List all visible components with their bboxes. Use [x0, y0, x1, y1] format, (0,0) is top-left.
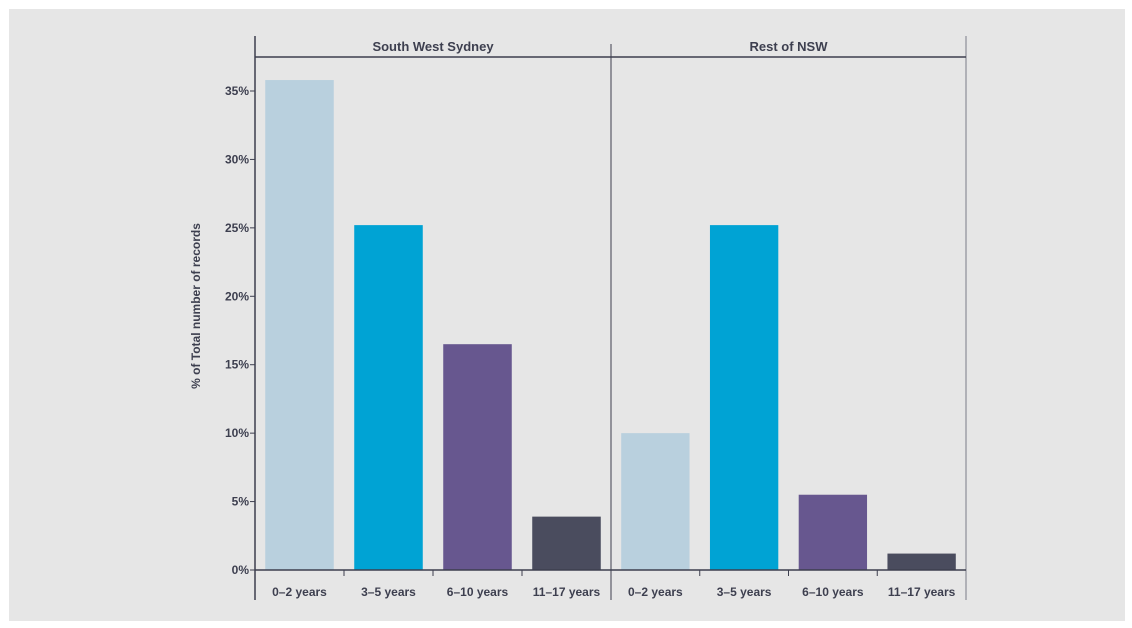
- x-category-label: 3–5 years: [361, 585, 416, 599]
- panel-title: Rest of NSW: [750, 39, 829, 54]
- bar: [887, 553, 956, 570]
- y-tick-label: 25%: [225, 221, 249, 235]
- bar: [798, 494, 868, 570]
- y-tick-label: 30%: [225, 152, 249, 166]
- bar: [709, 225, 779, 570]
- bar: [354, 225, 423, 570]
- x-category-label: 6–10 years: [447, 585, 509, 599]
- y-tick-label: 5%: [232, 495, 250, 509]
- y-tick-label: 0%: [232, 563, 250, 577]
- y-tick-label: 10%: [225, 426, 249, 440]
- x-category-label: 0–2 years: [628, 585, 683, 599]
- bar: [621, 433, 690, 570]
- bar: [443, 344, 512, 570]
- y-tick-label: 35%: [225, 84, 249, 98]
- bar: [532, 516, 601, 570]
- y-axis-title: % of Total number of records: [189, 223, 203, 389]
- y-tick-label: 20%: [225, 289, 249, 303]
- bar: [265, 80, 334, 571]
- y-tick-label: 15%: [225, 358, 249, 372]
- chart-frame: % of Total number of records 0% 5% 10% 15% 2…: [9, 9, 1125, 621]
- bar-chart: % of Total number of records 0% 5% 10% 15% 2…: [189, 36, 967, 600]
- panel-title: South West Sydney: [372, 39, 494, 54]
- x-category-label: 0–2 years: [272, 585, 327, 599]
- x-category-label: 11–17 years: [888, 585, 956, 599]
- x-category-label: 3–5 years: [717, 585, 772, 599]
- x-category-label: 11–17 years: [533, 585, 601, 599]
- x-category-label: 6–10 years: [802, 585, 864, 599]
